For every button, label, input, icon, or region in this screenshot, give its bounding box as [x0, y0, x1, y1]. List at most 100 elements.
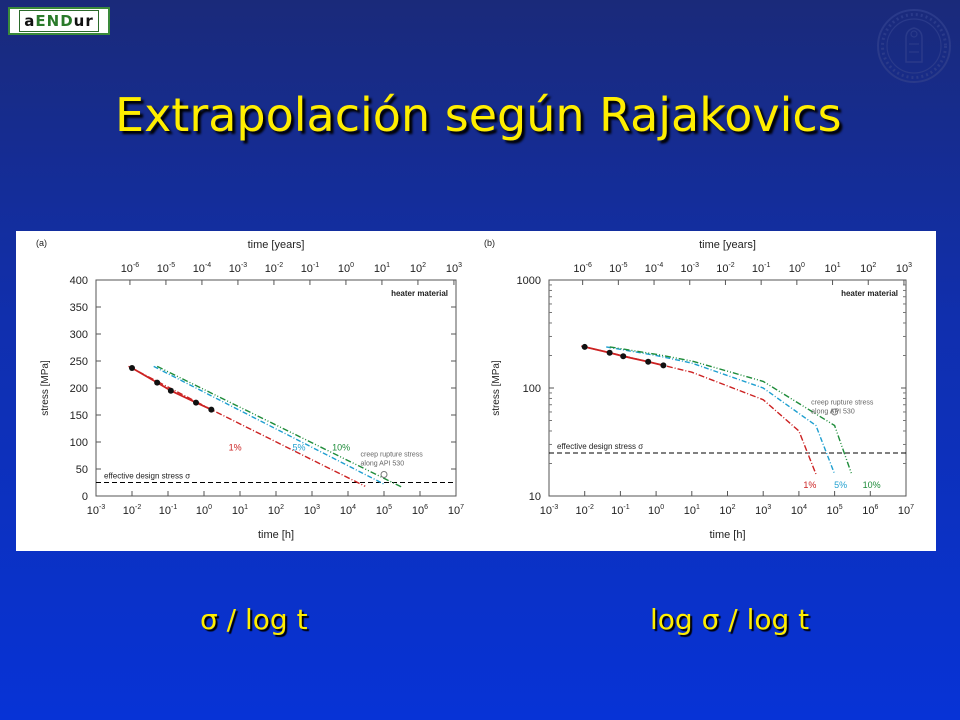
x-tick-label: 104 [340, 504, 356, 517]
design-stress-label: effective design stress σ [557, 442, 643, 451]
data-point-marker [581, 343, 588, 350]
api-note-line: creep rupture stress [811, 400, 874, 407]
series-label: 5% [292, 443, 305, 453]
x2-tick-label: 10-4 [645, 262, 664, 275]
x2-tick-label: 10-1 [301, 262, 320, 275]
series-line-5pct [606, 346, 836, 475]
university-seal-logo [877, 9, 951, 83]
x2-tick-label: 10-4 [193, 262, 212, 275]
x2-tick-label: 10-6 [573, 262, 592, 275]
figure-panel: (a) 10-3 10-2 10-1 100 101 102 103 104 105 106 107 t… [16, 231, 936, 551]
data-point-marker [660, 362, 667, 369]
x-tick-label: 100 [196, 504, 212, 517]
series-label: 10% [332, 443, 350, 453]
x-tick-label: 101 [232, 504, 248, 517]
x2-tick-label: 10-3 [229, 262, 248, 275]
x-tick-label: 100 [648, 504, 664, 517]
x-tick-label: 10-1 [611, 504, 630, 517]
data-point-marker [129, 365, 135, 372]
material-annotation: heater material [391, 289, 448, 298]
panel-label: (b) [484, 238, 495, 248]
caption-log-log: log σ / log t [650, 603, 810, 636]
data-point-marker [645, 358, 652, 365]
data-point-marker [167, 387, 174, 394]
x-tick-label: 10-2 [575, 504, 594, 517]
x2-tick-label: 10-2 [265, 262, 284, 275]
y-tick-label: 400 [70, 275, 88, 287]
series-label: 1% [803, 480, 816, 490]
material-annotation: heater material [841, 289, 898, 298]
y-tick-label: 250 [70, 356, 88, 368]
design-stress-label: effective design stress σ [104, 472, 190, 481]
api-marker [380, 471, 388, 478]
data-point-marker [193, 399, 200, 406]
plot-frame [548, 279, 907, 497]
x-tick-label: 106 [412, 504, 428, 517]
y-axis-label: stress [MPa] [491, 360, 502, 416]
x2-tick-label: 101 [824, 262, 840, 275]
y-tick-label: 100 [70, 437, 88, 449]
caption-linear-log: σ / log t [200, 603, 308, 636]
y-tick-label: 0 [82, 491, 88, 503]
y-tick-label: 350 [70, 302, 88, 314]
x-axis-label: time [h] [709, 529, 745, 541]
chart-svg: (a)10-3 10-2 10-1 100 101 102 103 104 105 106 107t… [36, 238, 914, 541]
y-tick-label: 50 [76, 464, 88, 476]
x2-tick-label: 10-5 [157, 262, 176, 275]
y-tick-label: 1000 [517, 275, 541, 287]
series-label: 1% [229, 443, 242, 453]
x2-tick-label: 10-3 [681, 262, 700, 275]
series-line-10pct [609, 346, 853, 475]
slide-title: Extrapolación según Rajakovics [115, 88, 842, 142]
y-tick-label: 100 [523, 383, 541, 395]
x-tick-label: 105 [827, 504, 843, 517]
x-tick-label: 103 [304, 504, 320, 517]
data-point-marker [208, 406, 215, 413]
x2-tick-label: 100 [789, 262, 805, 275]
data-point-marker [620, 353, 627, 360]
x-axis-label: time [h] [258, 529, 294, 541]
api-note-line: creep rupture stress [361, 452, 424, 459]
series-label: 10% [863, 480, 881, 490]
x-tick-label: 105 [376, 504, 392, 517]
x2-axis-label: time [years] [248, 239, 305, 251]
series-line-10pct [156, 365, 402, 488]
aendur-logo: aENDur [8, 7, 110, 35]
x2-tick-label: 10-1 [752, 262, 771, 275]
y-tick-label: 150 [70, 410, 88, 422]
y-axis-label: stress [MPa] [40, 360, 51, 416]
x-tick-label: 10-3 [540, 504, 559, 517]
x2-axis-label: time [years] [699, 239, 756, 251]
x-tick-label: 107 [448, 504, 464, 517]
x2-tick-label: 100 [338, 262, 354, 275]
api-note-line: along API 530 [361, 461, 405, 468]
x-tick-label: 107 [898, 504, 914, 517]
api-marker [831, 408, 839, 416]
x2-tick-label: 10-5 [609, 262, 628, 275]
x-tick-label: 104 [791, 504, 807, 517]
x-tick-label: 101 [684, 504, 700, 517]
panel-label: (a) [36, 238, 47, 248]
x2-tick-label: 103 [446, 262, 462, 275]
x-tick-label: 10-3 [87, 504, 106, 517]
series-line-5pct [153, 365, 385, 485]
x-tick-label: 102 [268, 504, 284, 517]
x2-tick-label: 102 [860, 262, 876, 275]
x2-tick-label: 10-2 [716, 262, 735, 275]
x-tick-label: 10-1 [159, 504, 178, 517]
x2-tick-label: 103 [896, 262, 912, 275]
x-tick-label: 103 [755, 504, 771, 517]
x2-tick-label: 10-6 [121, 262, 140, 275]
x2-tick-label: 101 [374, 262, 390, 275]
series-line-1pct [128, 365, 366, 487]
api-note-line: along API 530 [811, 409, 855, 416]
x-tick-label: 10-2 [123, 504, 142, 517]
x-tick-label: 102 [719, 504, 735, 517]
y-tick-label: 300 [70, 329, 88, 341]
y-tick-label: 200 [70, 383, 88, 395]
x2-tick-label: 102 [410, 262, 426, 275]
data-point-marker [154, 379, 161, 386]
series-label: 5% [834, 480, 847, 490]
y-tick-label: 10 [529, 491, 541, 503]
data-point-marker [606, 349, 613, 356]
